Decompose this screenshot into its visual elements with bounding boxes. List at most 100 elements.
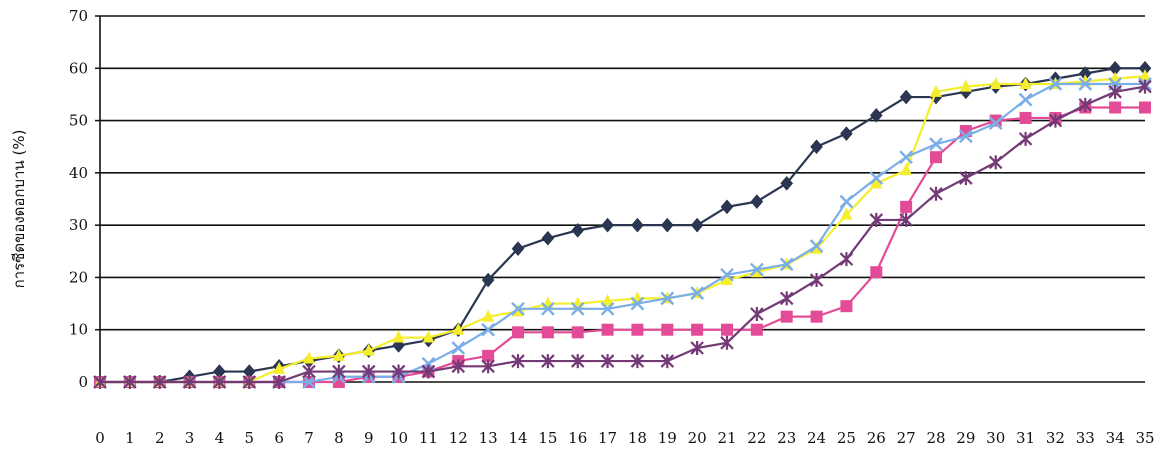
data-point <box>631 217 644 233</box>
data-point <box>481 359 495 374</box>
data-point <box>541 230 555 246</box>
x-tick-label: 17 <box>598 429 617 447</box>
x-tick-label: 4 <box>215 429 225 447</box>
x-tick-label: 13 <box>479 429 498 447</box>
data-point <box>1018 131 1033 146</box>
data-point <box>451 341 466 355</box>
data-point <box>152 375 167 389</box>
data-point <box>570 301 585 316</box>
data-point <box>661 323 674 336</box>
data-point <box>1138 79 1152 94</box>
data-point <box>1108 84 1122 99</box>
x-tick-label: 11 <box>419 429 438 447</box>
data-point <box>899 89 913 105</box>
x-tick-label: 34 <box>1106 429 1125 447</box>
x-tick-label: 29 <box>956 429 975 447</box>
data-point <box>481 322 495 337</box>
data-point <box>840 300 853 313</box>
x-tick-label: 22 <box>747 429 766 447</box>
series-5 <box>93 79 1152 389</box>
x-tick-label: 7 <box>304 429 314 447</box>
y-tick-label: 50 <box>69 112 88 130</box>
data-point <box>840 207 853 220</box>
data-point <box>601 323 614 336</box>
data-point <box>362 343 375 356</box>
data-point <box>720 199 734 215</box>
data-point <box>839 252 854 267</box>
data-point <box>481 272 495 288</box>
data-point <box>720 335 734 350</box>
grid-lines <box>99 15 1145 383</box>
data-point <box>959 125 972 138</box>
x-tick-label: 28 <box>926 429 945 447</box>
x-tick-label: 5 <box>245 429 255 447</box>
data-point <box>601 293 614 306</box>
data-point <box>869 212 884 227</box>
data-point <box>1048 113 1063 128</box>
x-tick-label: 24 <box>807 429 826 447</box>
data-point <box>1139 69 1151 82</box>
data-point <box>571 222 585 238</box>
x-tick-label: 12 <box>449 429 468 447</box>
data-point <box>630 354 645 369</box>
y-tick-label: 70 <box>69 7 88 25</box>
y-tick-label: 0 <box>78 373 88 391</box>
data-point <box>1018 92 1033 107</box>
data-point <box>869 107 883 123</box>
data-point <box>989 76 1002 89</box>
data-point <box>511 301 525 316</box>
data-point <box>421 364 436 379</box>
data-point <box>988 116 1003 131</box>
x-tick-label: 8 <box>334 429 344 447</box>
data-point <box>1019 111 1032 124</box>
data-point <box>690 286 704 300</box>
data-point <box>511 241 525 257</box>
data-point <box>779 257 794 272</box>
y-tick-label: 20 <box>69 268 88 286</box>
data-point <box>721 323 733 336</box>
data-point <box>930 151 942 164</box>
x-tick-label: 6 <box>274 429 284 447</box>
y-axis-ticks: 0 10 20 30 40 50 60 70 <box>69 7 100 391</box>
data-point <box>839 194 854 209</box>
data-point <box>541 301 555 316</box>
x-tick-label: 18 <box>628 429 647 447</box>
x-tick-label: 14 <box>508 429 527 447</box>
x-tick-label: 20 <box>688 429 707 447</box>
series-line <box>100 75 1146 384</box>
data-point <box>750 194 764 209</box>
data-point <box>929 186 943 201</box>
data-point <box>272 375 286 389</box>
data-point <box>691 323 704 336</box>
data-point <box>690 217 704 233</box>
y-tick-label: 40 <box>69 164 88 182</box>
data-point <box>512 326 524 339</box>
data-point <box>929 137 943 151</box>
x-tick-label: 30 <box>986 429 1005 447</box>
x-tick-label: 2 <box>155 429 165 447</box>
data-point <box>870 176 883 189</box>
series-4 <box>93 77 1152 389</box>
x-tick-label: 35 <box>1135 429 1154 447</box>
data-point <box>870 266 883 279</box>
data-point <box>900 200 913 213</box>
data-point <box>451 359 466 374</box>
data-point <box>809 273 824 288</box>
x-tick-label: 9 <box>364 429 374 447</box>
data-point <box>1048 77 1063 91</box>
data-point <box>482 349 495 362</box>
series-line <box>100 82 1145 384</box>
data-point <box>869 171 884 185</box>
x-tick-label: 16 <box>568 429 587 447</box>
x-tick-label: 0 <box>95 429 105 447</box>
x-tick-label: 21 <box>717 429 736 447</box>
x-tick-label: 33 <box>1076 429 1095 447</box>
data-point <box>660 217 674 233</box>
data-point <box>600 301 615 316</box>
data-point <box>720 267 734 282</box>
data-point <box>750 262 764 277</box>
data-point <box>810 310 823 323</box>
data-point <box>541 354 555 369</box>
data-point <box>780 175 794 191</box>
data-point <box>571 326 584 339</box>
